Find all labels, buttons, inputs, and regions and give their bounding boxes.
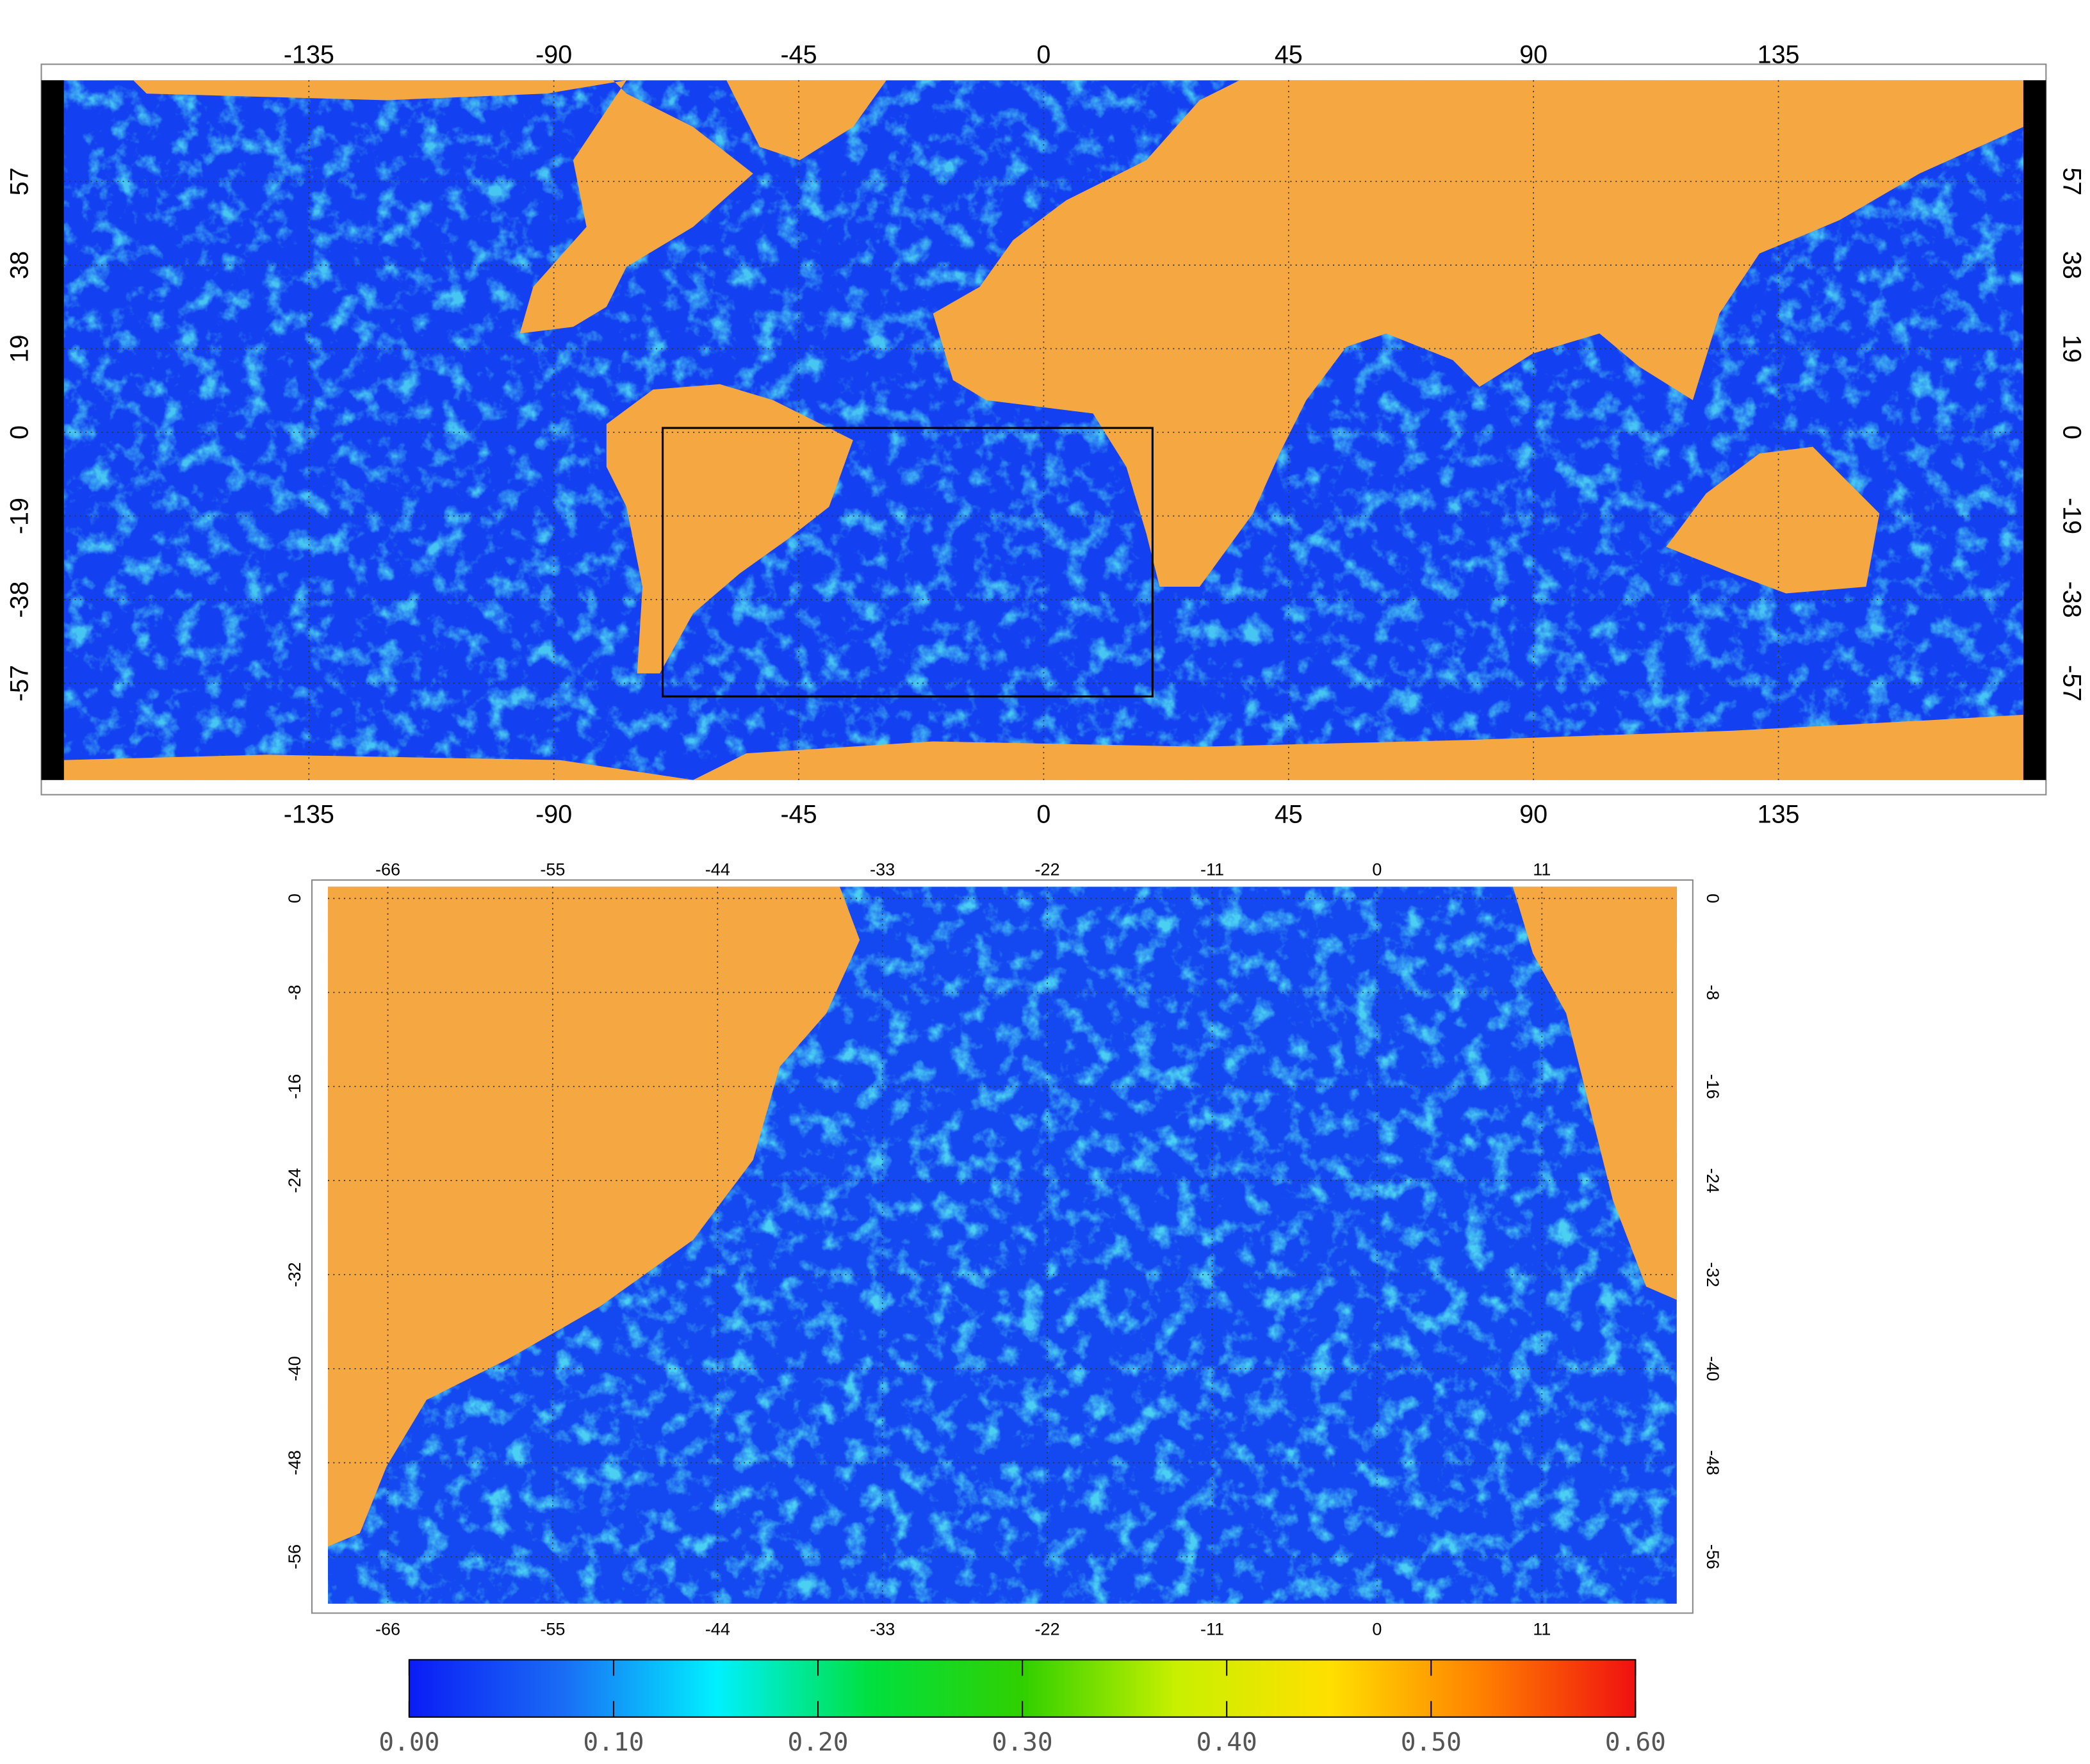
y-tick-label: -38 (2057, 582, 2086, 618)
y-tick-label: -56 (1703, 1544, 1722, 1569)
x-tick-label: -45 (780, 40, 817, 69)
inset-box (662, 427, 1154, 698)
north-america (133, 80, 753, 334)
x-tick-label: 0 (1372, 860, 1382, 879)
x-tick-label: -66 (375, 860, 400, 879)
colorbar-tick-label: 0.50 (1401, 1727, 1462, 1757)
x-tick-label: 0 (1036, 40, 1050, 69)
x-tick-label: 0 (1036, 800, 1050, 828)
y-tick-label: 0 (1703, 894, 1722, 903)
y-tick-label: -16 (285, 1074, 304, 1099)
x-tick-label: -135 (284, 800, 334, 828)
colorbar: 0.00 0.10 0.20 0.30 0.40 0.50 0.60 (379, 1659, 1666, 1757)
colorbar-tick-label: 0.20 (787, 1727, 848, 1757)
colorbar-tick-label: 0.40 (1196, 1727, 1257, 1757)
x-tick-label: -135 (284, 40, 334, 69)
x-tick-label: 45 (1275, 40, 1303, 69)
south-america (327, 886, 860, 1547)
x-tick-label: -55 (540, 1620, 565, 1639)
x-tick-label: 45 (1275, 800, 1303, 828)
y-tick-label: 0 (6, 425, 34, 439)
x-tick-label: -45 (780, 800, 817, 828)
x-tick-label: -44 (705, 860, 730, 879)
x-tick-label: -90 (535, 800, 572, 828)
x-tick-label: 135 (1758, 800, 1800, 828)
colorbar-tick-label: 0.10 (583, 1727, 644, 1757)
frame-bar (41, 80, 64, 780)
y-tick-label: -48 (1703, 1450, 1722, 1475)
y-tick-label: -56 (285, 1544, 304, 1569)
x-tick-label: 0 (1372, 1620, 1382, 1639)
colorbar-tick-label: 0.60 (1605, 1727, 1666, 1757)
y-tick-label: -48 (285, 1450, 304, 1475)
y-tick-label: -24 (1703, 1168, 1722, 1193)
y-tick-label: 0 (285, 894, 304, 903)
x-tick-label: -44 (705, 1620, 730, 1639)
colorbar-tick-label: 0.30 (992, 1727, 1053, 1757)
africa (1512, 886, 1677, 1300)
x-tick-label: -90 (535, 40, 572, 69)
y-tick-label: -8 (285, 984, 304, 1000)
x-tick-label: -55 (540, 860, 565, 879)
y-tick-label: -32 (1703, 1262, 1722, 1287)
x-tick-label: -66 (375, 1620, 400, 1639)
x-tick-label: 11 (1533, 1620, 1551, 1639)
greenland (726, 80, 886, 161)
x-tick-label: -22 (1035, 860, 1060, 879)
y-tick-label: 38 (2057, 251, 2086, 279)
y-tick-label: 57 (6, 167, 34, 195)
x-tick-label: -33 (870, 860, 895, 879)
frame-bar (2023, 80, 2046, 780)
inset-map: -66 -66 -55 -55 -44 -44 -33 -33 -22 -22 -11 -11 0 0 11… (285, 860, 1722, 1638)
eurasia-africa (933, 80, 2023, 587)
south-america (606, 384, 853, 674)
x-tick-label: 90 (1519, 40, 1547, 69)
australia (1666, 446, 1880, 594)
y-tick-label: -57 (2057, 665, 2086, 701)
y-tick-label: -57 (6, 665, 34, 701)
y-tick-label: 0 (2057, 425, 2086, 439)
x-tick-label: -11 (1200, 860, 1224, 879)
y-tick-label: -19 (6, 498, 34, 534)
x-tick-label: -22 (1035, 1620, 1060, 1639)
global-map: -135 -135 -90 -90 -45 -45 0 0 45 45 90 90 135 135 57 57… (6, 40, 2086, 828)
y-tick-label: 19 (6, 334, 34, 363)
x-tick-label: 135 (1758, 40, 1800, 69)
x-tick-label: -33 (870, 1620, 895, 1639)
y-tick-label: -38 (6, 582, 34, 618)
y-tick-label: -40 (285, 1356, 304, 1381)
x-tick-label: 11 (1533, 860, 1551, 879)
y-tick-label: -16 (1703, 1074, 1722, 1099)
colorbar-tick-label: 0.00 (379, 1727, 439, 1757)
y-tick-label: -24 (285, 1168, 304, 1193)
y-tick-label: -19 (2057, 498, 2086, 534)
y-tick-label: 38 (6, 251, 34, 279)
y-tick-label: 19 (2057, 334, 2086, 363)
x-tick-label: -11 (1200, 1620, 1224, 1639)
y-tick-label: -32 (285, 1262, 304, 1287)
y-tick-label: 57 (2057, 167, 2086, 195)
x-tick-label: 90 (1519, 800, 1547, 828)
y-tick-label: -40 (1703, 1356, 1722, 1381)
y-tick-label: -8 (1703, 984, 1722, 1000)
